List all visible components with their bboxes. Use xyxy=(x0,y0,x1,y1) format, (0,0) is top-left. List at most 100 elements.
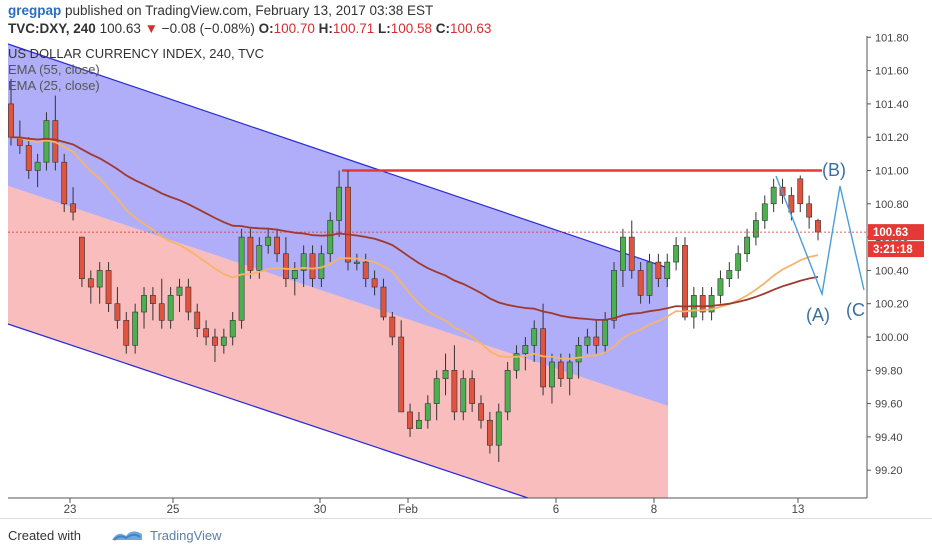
countdown-box xyxy=(868,241,924,258)
price-chart[interactable]: 101.80 101.60 101.40 101.20 101.00 100.80 100.… xyxy=(0,0,932,518)
candle-body xyxy=(238,236,245,321)
time-tick-label: 13 xyxy=(792,504,805,516)
time-tick-label: 25 xyxy=(167,504,180,516)
candle-body xyxy=(96,270,103,288)
price-tick-label: 101.00 xyxy=(875,166,909,178)
candle-body xyxy=(309,253,316,280)
last-price: 100.63 xyxy=(99,21,141,36)
channel-bottom-line xyxy=(7,323,529,499)
candle-body xyxy=(557,361,564,379)
candle-body xyxy=(628,236,635,271)
candle-body xyxy=(70,203,76,213)
candle-body xyxy=(123,320,130,346)
price-tick-label: 101.60 xyxy=(875,66,909,78)
candle-body xyxy=(540,328,546,388)
candle-body xyxy=(655,261,662,280)
candle-body xyxy=(815,220,821,233)
price-tick-label: 99.80 xyxy=(875,365,903,377)
price-label-text: 100.63 xyxy=(873,227,908,239)
candle-body xyxy=(797,178,804,205)
candle-body xyxy=(229,320,236,338)
created-with-text: Created with xyxy=(8,528,81,543)
candle-body xyxy=(327,220,334,255)
candle-body xyxy=(522,345,529,354)
candle-body xyxy=(132,311,139,346)
time-tick-label: 6 xyxy=(553,504,559,516)
tradingview-logo-icon xyxy=(112,531,142,541)
candle-body xyxy=(744,236,750,255)
candle-body xyxy=(566,361,573,379)
candle-body xyxy=(291,270,298,280)
candle-body xyxy=(753,220,759,238)
candle-body xyxy=(575,345,582,363)
candle-body xyxy=(176,286,183,296)
candle-body xyxy=(212,336,218,346)
candle-body xyxy=(283,253,289,280)
candle-body xyxy=(371,278,378,288)
channel-upper-fill xyxy=(8,44,668,406)
candle-body xyxy=(682,245,688,318)
candle-body xyxy=(185,286,192,313)
candle-body xyxy=(584,336,591,346)
channel-lower-fill xyxy=(8,186,668,498)
chart-area[interactable]: 101.80 101.60 101.40 101.20 101.00 100.80 100.… xyxy=(0,0,932,523)
candle-body xyxy=(345,186,351,263)
price-tick-label: 100.80 xyxy=(875,199,909,211)
candle-body xyxy=(300,253,307,271)
price-tick-label: 99.40 xyxy=(875,432,903,444)
legend-ema55[interactable]: EMA (55, close) xyxy=(8,62,100,77)
candle-body xyxy=(274,236,280,255)
time-tick-label: 8 xyxy=(651,504,657,516)
chart-header: gregpap published on TradingView.com, Fe… xyxy=(8,2,928,38)
candle-body xyxy=(114,303,121,321)
symbol-label: TVC:DXY, 240 xyxy=(8,21,96,36)
candle-body xyxy=(398,336,405,413)
candle-body xyxy=(61,161,68,205)
candle-body xyxy=(726,270,733,280)
candle-body xyxy=(220,336,227,346)
candle-body xyxy=(336,186,343,221)
time-tick-label: Feb xyxy=(398,504,418,516)
price-tick-label: 101.20 xyxy=(875,132,909,144)
countdown-text: 3:21:18 xyxy=(873,244,913,256)
low-value: 100.58 xyxy=(390,21,433,36)
candle-body xyxy=(265,236,272,246)
candle-body xyxy=(478,403,484,421)
candle-body xyxy=(735,253,742,271)
candle-body xyxy=(602,320,609,346)
price-tick-label: 101.40 xyxy=(875,99,909,111)
candle-body xyxy=(362,261,369,280)
close-label: C: xyxy=(435,21,451,36)
wave-label-c: (C xyxy=(846,300,865,320)
legend-ema25[interactable]: EMA (25, close) xyxy=(8,78,100,93)
tradingview-brand[interactable]: TradingView xyxy=(150,528,222,543)
ema25-line xyxy=(10,136,819,360)
channel-top-line xyxy=(7,43,669,269)
open-value: 100.70 xyxy=(273,21,315,36)
price-tick-label: 100.00 xyxy=(875,332,909,344)
price-change: −0.08 (−0.08%) xyxy=(161,21,255,36)
price-tick-label: 99.20 xyxy=(875,465,903,477)
candle-body xyxy=(105,270,112,304)
candle-body xyxy=(486,419,493,446)
candle-body xyxy=(203,328,209,338)
candle-body xyxy=(646,261,653,296)
candle-body xyxy=(247,236,254,271)
candle-body xyxy=(770,186,777,205)
candle-body xyxy=(87,278,94,288)
candle-body xyxy=(761,203,768,221)
price-label-box xyxy=(868,224,924,241)
price-tick-label: 101.80 xyxy=(875,32,909,44)
candle-body xyxy=(513,353,520,371)
time-tick-label: 30 xyxy=(314,504,327,516)
high-value: 100.71 xyxy=(332,21,375,36)
candle-body xyxy=(442,369,449,379)
author-link[interactable]: gregpap xyxy=(8,3,62,18)
wave-projection-line xyxy=(775,175,865,297)
candle-body xyxy=(788,195,795,213)
close-value: 100.63 xyxy=(450,21,492,36)
candle-body xyxy=(549,361,555,388)
candle-body xyxy=(34,161,41,171)
candle-body xyxy=(469,378,476,404)
chart-legend: US DOLLAR CURRENCY INDEX, 240, TVC EMA (… xyxy=(8,46,264,94)
